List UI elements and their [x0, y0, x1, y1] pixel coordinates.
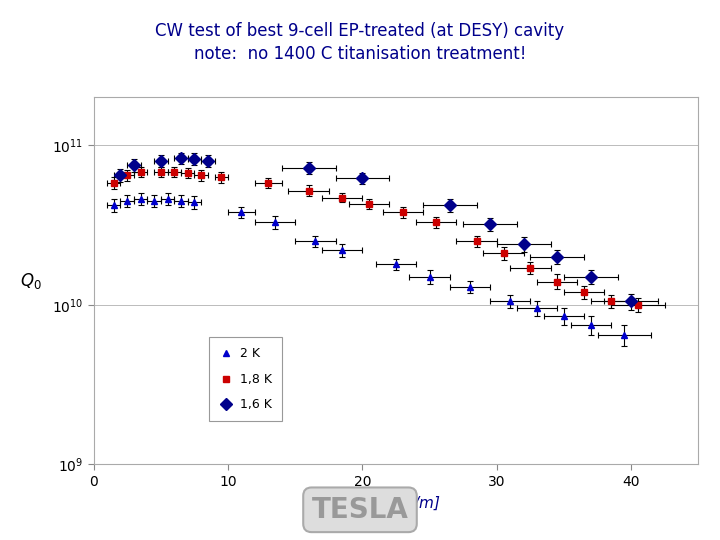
Text: TESLA: TESLA — [312, 496, 408, 524]
Legend: 2 K, 1,8 K, 1,6 K: 2 K, 1,8 K, 1,6 K — [209, 338, 282, 421]
Text: CW test of best 9-cell EP-treated (at DESY) cavity
note:  no 1400 C titanisation: CW test of best 9-cell EP-treated (at DE… — [156, 22, 564, 63]
Y-axis label: $Q_0$: $Q_0$ — [20, 271, 42, 291]
X-axis label: $E_{acc}$ [MV/m]: $E_{acc}$ [MV/m] — [351, 495, 441, 513]
